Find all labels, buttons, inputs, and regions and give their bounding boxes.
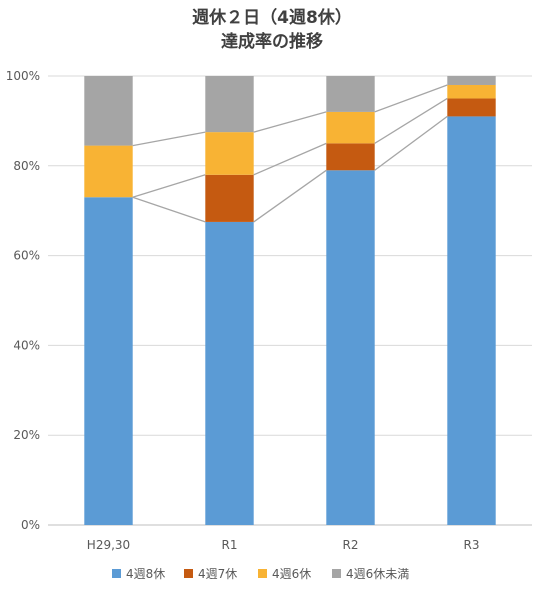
bar-segment: [447, 98, 496, 117]
y-tick-label: 100%: [6, 69, 40, 83]
series-line: [374, 97, 448, 144]
series-line: [253, 111, 327, 133]
bar-segment: [205, 221, 254, 526]
series-line: [374, 115, 448, 171]
chart-title-line-2: 達成率の推移: [221, 32, 323, 52]
legend-swatch: [184, 569, 193, 578]
bar-segment: [447, 76, 496, 85]
y-tick-label: 80%: [13, 159, 40, 173]
bar-segment: [447, 84, 496, 99]
series-line: [132, 174, 206, 198]
y-tick-label: 60%: [13, 249, 40, 263]
bar-segment: [84, 197, 133, 526]
chart-title: 週休２日（4週8休） 達成率の推移: [0, 6, 544, 54]
legend-label: 4週6休未満: [346, 567, 409, 581]
bar-segment: [205, 132, 254, 175]
y-tick-label: 0%: [21, 518, 40, 532]
legend-label: 4週6休: [272, 567, 311, 581]
bar-segment: [326, 143, 375, 171]
axes: 0% 20% 40% 60% 80% 100% H29,30 R1 R2 R3: [6, 69, 480, 552]
series-line: [132, 196, 206, 223]
bar-segment: [205, 76, 254, 133]
legend-label: 4週7休: [198, 567, 237, 581]
x-tick-label: R1: [222, 538, 238, 552]
bar-segment: [447, 116, 496, 525]
bar-segment: [326, 170, 375, 526]
bar-segment: [326, 111, 375, 144]
y-tick-label: 40%: [13, 338, 40, 352]
bar-segment: [205, 174, 254, 222]
bar-segment: [326, 76, 375, 112]
series-lines: [132, 84, 448, 223]
legend-swatch: [332, 569, 341, 578]
series-line: [132, 131, 206, 147]
legend-swatch: [112, 569, 121, 578]
chart-title-line-1: 週休２日（4週8休）: [192, 8, 352, 28]
x-tick-label: R3: [464, 538, 480, 552]
bars: [84, 76, 496, 526]
x-tick-label: H29,30: [87, 538, 130, 552]
series-line: [374, 84, 448, 113]
legend-swatch: [258, 569, 267, 578]
bar-segment: [84, 76, 133, 146]
y-tick-label: 20%: [13, 428, 40, 442]
legend-label: 4週8休: [126, 567, 165, 581]
series-line: [253, 169, 327, 223]
x-tick-label: R2: [343, 538, 359, 552]
series-line: [253, 142, 327, 176]
legend: 4週8休 4週7休 4週6休 4週6休未満: [112, 567, 409, 581]
bar-segment: [84, 145, 133, 198]
